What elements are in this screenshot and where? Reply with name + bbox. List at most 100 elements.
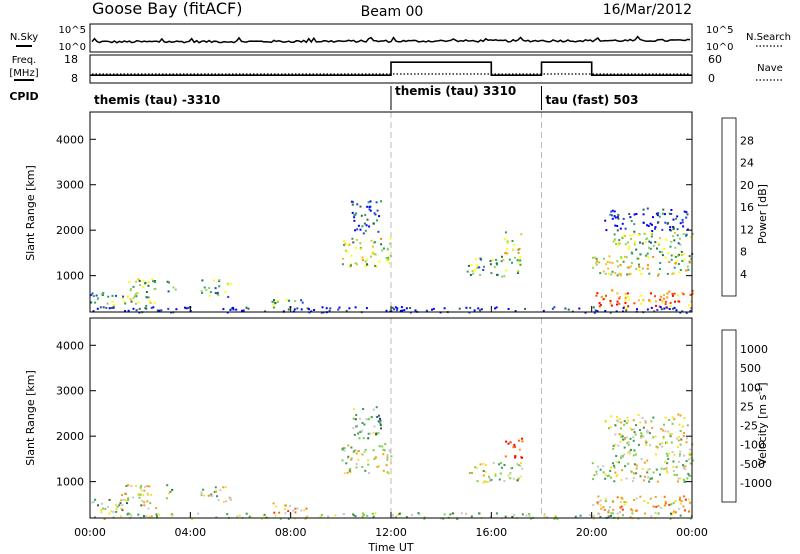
echo-cell [144,307,147,310]
echo-cell [138,307,141,310]
echo-cell [378,445,381,448]
echo-cell [664,460,667,463]
echo-cell [599,272,602,275]
echo-cell [690,307,693,310]
echo-cell [476,267,479,270]
echo-cell [101,502,103,505]
echo-cell [110,307,113,309]
echo-cell [650,232,653,235]
echo-cell [616,260,619,263]
echo-cell [129,289,132,292]
echo-cell [661,301,664,304]
echo-cell [370,416,373,419]
echo-cell [670,254,673,257]
velocity-y-ticks: 1000 2000 3000 4000 [56,339,692,489]
echo-cell [506,248,508,251]
echo-cell [476,264,479,267]
echo-cell [375,406,378,409]
echo-cell [639,421,642,424]
echo-cell [649,222,652,225]
echo-cell [378,260,381,263]
echo-cell [130,300,133,303]
echo-cell [669,305,672,307]
echo-cell [672,272,675,275]
echo-cell [348,307,351,310]
power-y-ticks: 1000 2000 3000 4000 [56,133,692,283]
echo-cell [371,512,374,515]
power-ylabel: Slant Range [km] [24,165,37,261]
echo-cell [359,417,361,420]
echo-cell [211,495,214,498]
echo-cell [614,272,617,275]
echo-cell [680,438,683,441]
echo-cell [578,307,581,310]
freq-unit: [MHz] [9,68,38,79]
echo-cell [639,475,642,478]
echo-cell [366,218,369,221]
y-tick-label: 1000 [56,476,84,489]
echo-cell [354,418,357,421]
echo-cell [106,302,109,305]
echo-cell [354,449,357,452]
echo-cell [124,499,127,502]
x-tick-label: 08:00 [275,526,307,539]
echo-cell [625,477,628,480]
echo-cell [685,211,688,214]
echo-cell [383,247,385,250]
echo-cell [96,298,99,301]
echo-cell [674,300,676,303]
echo-cell [689,448,692,451]
echo-cell [354,262,357,265]
echo-cell [386,454,389,457]
echo-cell [418,513,421,516]
echo-cell [301,301,304,304]
echo-cell [678,423,681,426]
echo-cell [641,467,644,470]
echo-cell [218,279,221,282]
echo-cell [605,229,608,232]
echo-cell [612,240,615,243]
echo-cell [245,512,248,515]
echo-cell [396,307,399,310]
echo-cell [222,500,225,503]
echo-cell [376,465,379,468]
echo-cell [469,274,472,276]
echo-cell [154,280,156,282]
echo-cell [647,256,650,259]
echo-cell [646,471,649,474]
echo-cell [648,480,651,483]
echo-cell [92,501,95,503]
echo-cell [645,441,648,444]
echo-cell [205,288,208,291]
echo-cell [229,308,232,311]
echo-cell [680,250,683,253]
echo-cell [674,511,677,514]
echo-cell [116,505,119,508]
echo-cell [655,445,658,448]
echo-cell [387,472,390,475]
echo-cell [614,443,617,446]
echo-cell [504,231,507,234]
echo-cell [648,272,651,275]
echo-cell [599,515,602,518]
echo-cell [677,413,680,416]
echo-cell [471,270,474,272]
echo-cell [389,238,392,241]
echo-cell [494,474,497,477]
echo-cell [364,229,367,232]
echo-cell [625,501,628,504]
echo-cell [596,260,599,263]
echo-cell [521,456,523,459]
echo-cell [94,301,97,304]
echo-cell [686,477,689,480]
echo-cell [385,309,388,312]
echo-cell [670,258,673,261]
echo-cell [664,416,667,419]
echo-cell [681,260,684,262]
echo-cell [519,475,522,478]
echo-cell [605,294,607,297]
echo-cell [655,300,657,303]
echo-cell [646,252,649,255]
echo-cell [635,213,638,215]
echo-cell [646,207,649,210]
